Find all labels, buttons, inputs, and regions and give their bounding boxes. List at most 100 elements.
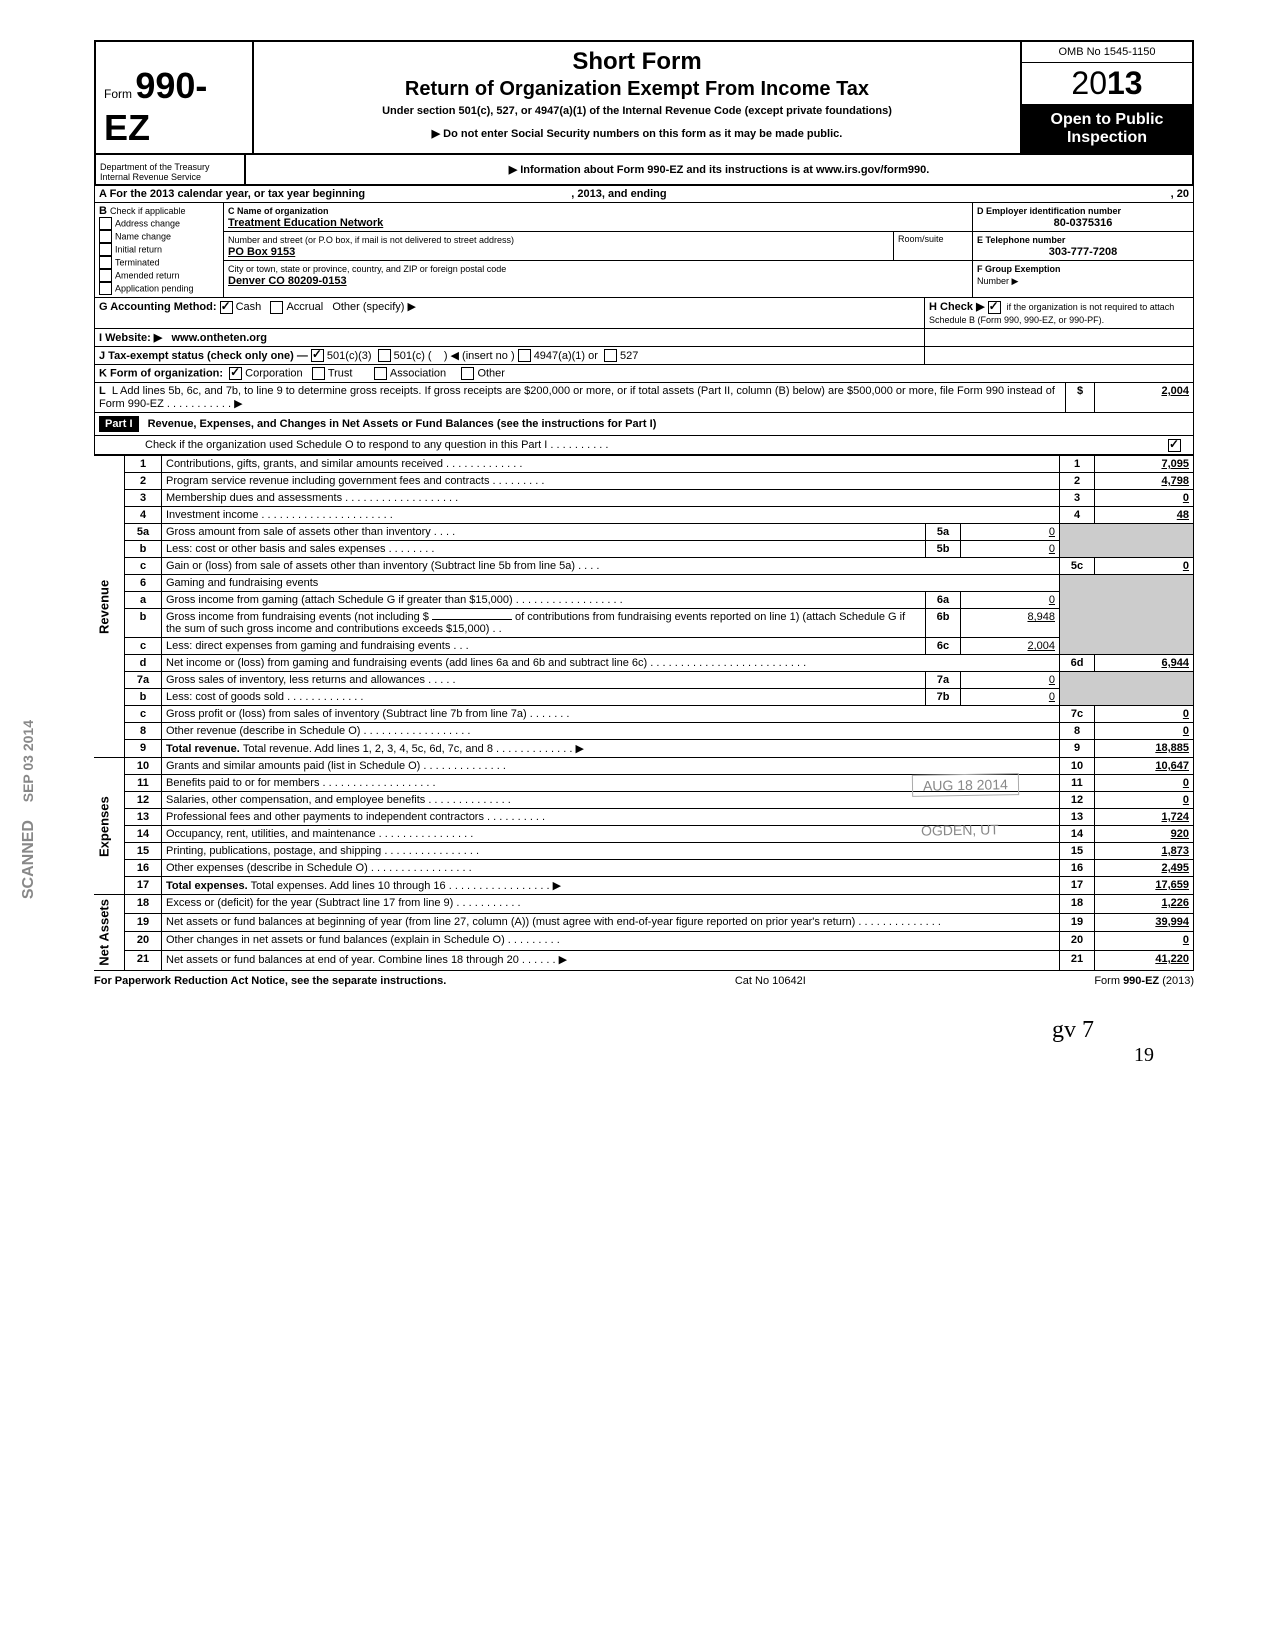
l7c-amt: 0 bbox=[1095, 706, 1194, 723]
l6-text: Gaming and fundraising events bbox=[162, 575, 1060, 592]
C-column: C Name of organization Treatment Educati… bbox=[224, 203, 973, 297]
l20-text: Other changes in net assets or fund bala… bbox=[162, 932, 1060, 951]
l3-amt: 0 bbox=[1095, 490, 1194, 507]
title-cell: Short Form Return of Organization Exempt… bbox=[254, 42, 1022, 153]
part1-checkbox[interactable] bbox=[1168, 439, 1181, 452]
K-other: Other bbox=[477, 368, 505, 380]
l5a-amt: 0 bbox=[961, 524, 1060, 541]
l7a-text: Gross sales of inventory, less returns a… bbox=[162, 672, 926, 689]
B-name-change: Name change bbox=[115, 231, 171, 241]
C-label: C Name of organization bbox=[228, 206, 329, 216]
K-corp-checkbox[interactable] bbox=[229, 367, 242, 380]
J-501c: 501(c) ( bbox=[394, 350, 432, 362]
sep-date-stamp: SEP 03 2014 bbox=[20, 720, 36, 802]
accrual-checkbox[interactable] bbox=[270, 301, 283, 314]
l19-text: Net assets or fund balances at beginning… bbox=[162, 913, 1060, 932]
J-4947-checkbox[interactable] bbox=[518, 349, 531, 362]
K-trust-checkbox[interactable] bbox=[312, 367, 325, 380]
J-527: 527 bbox=[620, 350, 638, 362]
l1-text: Contributions, gifts, grants, and simila… bbox=[162, 456, 1060, 473]
J-527-checkbox[interactable] bbox=[604, 349, 617, 362]
H-label: H Check ▶ bbox=[929, 301, 985, 313]
B-item-address[interactable]: Address change bbox=[99, 217, 219, 230]
line-A: A For the 2013 calendar year, or tax yea… bbox=[95, 186, 1193, 202]
l13-amt: 1,724 bbox=[1095, 809, 1194, 826]
lines-table: Revenue 1 Contributions, gifts, grants, … bbox=[94, 455, 1194, 971]
K-other-checkbox[interactable] bbox=[461, 367, 474, 380]
J-501c3-checkbox[interactable] bbox=[311, 349, 324, 362]
l7b-text: Less: cost of goods sold . . . . . . . .… bbox=[162, 689, 926, 706]
A-end: , 20 bbox=[1171, 188, 1189, 200]
DEF-column: D Employer identification number 80-0375… bbox=[973, 203, 1193, 297]
L-text: L Add lines 5b, 6c, and 7b, to line 9 to… bbox=[99, 385, 1055, 410]
l14-num: 14 bbox=[125, 826, 162, 843]
K-assoc: Association bbox=[390, 368, 446, 380]
K-trust: Trust bbox=[328, 368, 353, 380]
K-assoc-checkbox[interactable] bbox=[374, 367, 387, 380]
year-20: 20 bbox=[1071, 65, 1107, 101]
K-row: K Form of organization: Corporation Trus… bbox=[95, 365, 1193, 382]
header-row: Form 990-EZ Short Form Return of Organiz… bbox=[94, 40, 1194, 155]
phone: 303-777-7208 bbox=[977, 246, 1189, 258]
l7c-text: Gross profit or (loss) from sales of inv… bbox=[162, 706, 1060, 723]
l4-amt: 48 bbox=[1095, 507, 1194, 524]
A-label: A For the 2013 calendar year, or tax yea… bbox=[99, 188, 365, 200]
l2-amt: 4,798 bbox=[1095, 473, 1194, 490]
l5b-amt: 0 bbox=[961, 541, 1060, 558]
J-4947: 4947(a)(1) or bbox=[534, 350, 598, 362]
scanned-stamp: SCANNED bbox=[20, 820, 38, 899]
part1-header: Part I Revenue, Expenses, and Changes in… bbox=[94, 413, 1194, 436]
B-item-pending[interactable]: Application pending bbox=[99, 282, 219, 295]
l5a-text: Gross amount from sale of assets other t… bbox=[162, 524, 926, 541]
l9-amt: 18,885 bbox=[1095, 740, 1194, 758]
l18-num: 18 bbox=[125, 895, 162, 914]
l17-box: 17 bbox=[1060, 877, 1095, 895]
B-item-amended[interactable]: Amended return bbox=[99, 269, 219, 282]
l19-amt: 39,994 bbox=[1095, 913, 1194, 932]
l6d-num: d bbox=[125, 655, 162, 672]
footer-right: Form 990-EZ (2013) bbox=[1094, 975, 1194, 987]
l14-text: Occupancy, rent, utilities, and maintena… bbox=[162, 826, 1060, 843]
B-pending: Application pending bbox=[115, 283, 194, 293]
l19-box: 19 bbox=[1060, 913, 1095, 932]
l8-text: Other revenue (describe in Schedule O) .… bbox=[162, 723, 1060, 740]
B-check-label: Check if applicable bbox=[110, 206, 186, 216]
G-row: G Accounting Method: Cash Accrual Other … bbox=[95, 298, 925, 328]
l5b-text: Less: cost or other basis and sales expe… bbox=[162, 541, 926, 558]
l7a-num: 7a bbox=[125, 672, 162, 689]
entity-info-block: A For the 2013 calendar year, or tax yea… bbox=[94, 186, 1194, 413]
l6a-num: a bbox=[125, 592, 162, 609]
footer: For Paperwork Reduction Act Notice, see … bbox=[94, 971, 1194, 987]
B-amended: Amended return bbox=[115, 270, 180, 280]
l2-num: 2 bbox=[125, 473, 162, 490]
H-checkbox[interactable] bbox=[988, 301, 1001, 314]
l17-text: Total expenses. Total expenses. Add line… bbox=[162, 877, 1060, 895]
B-addr-change: Address change bbox=[115, 218, 180, 228]
l20-box: 20 bbox=[1060, 932, 1095, 951]
l15-amt: 1,873 bbox=[1095, 843, 1194, 860]
right-header-cell: OMB No 1545-1150 2013 Open to Public Ins… bbox=[1022, 42, 1192, 153]
l15-text: Printing, publications, postage, and shi… bbox=[162, 843, 1060, 860]
l12-box: 12 bbox=[1060, 792, 1095, 809]
l6d-amt: 6,944 bbox=[1095, 655, 1194, 672]
cash-checkbox[interactable] bbox=[220, 301, 233, 314]
part1-check-row: Check if the organization used Schedule … bbox=[94, 436, 1194, 455]
info-link: ▶ Information about Form 990-EZ and its … bbox=[246, 155, 1192, 184]
l6d-box: 6d bbox=[1060, 655, 1095, 672]
B-item-name[interactable]: Name change bbox=[99, 230, 219, 243]
l10-box: 10 bbox=[1060, 758, 1095, 775]
l8-num: 8 bbox=[125, 723, 162, 740]
revenue-side-label: Revenue bbox=[94, 456, 125, 758]
B-item-terminated[interactable]: Terminated bbox=[99, 256, 219, 269]
l9-text: Total revenue. Total revenue. Add lines … bbox=[162, 740, 1060, 758]
title-short-form: Short Form bbox=[264, 48, 1010, 76]
l21-num: 21 bbox=[125, 951, 162, 971]
tax-year: 2013 bbox=[1022, 63, 1192, 105]
l9-num: 9 bbox=[125, 740, 162, 758]
K-label: K Form of organization: bbox=[99, 368, 223, 380]
open-to-public: Open to Public Inspection bbox=[1022, 105, 1192, 153]
B-item-initial[interactable]: Initial return bbox=[99, 243, 219, 256]
l13-box: 13 bbox=[1060, 809, 1095, 826]
l3-text: Membership dues and assessments . . . . … bbox=[162, 490, 1060, 507]
J-501c-checkbox[interactable] bbox=[378, 349, 391, 362]
